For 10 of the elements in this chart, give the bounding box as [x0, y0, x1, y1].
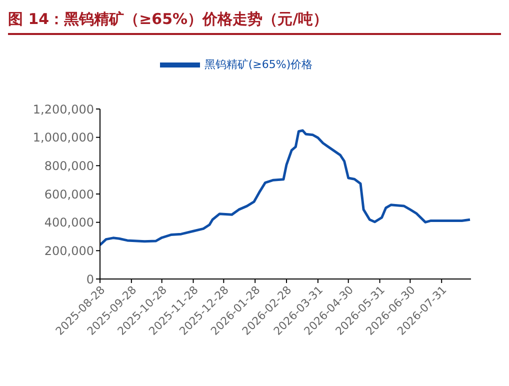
y-tick-label: 400,000: [44, 216, 94, 230]
y-tick-label: 1,000,000: [32, 130, 94, 145]
legend-label: 黑钨精矿(≥65%)价格: [204, 58, 313, 72]
y-tick-label: 800,000: [44, 158, 94, 173]
y-tick-label: 200,000: [44, 244, 94, 258]
y-tick-label: 1,200,000: [32, 102, 94, 116]
y-tick-label: 600,000: [44, 187, 94, 202]
chart-title: 图 14：黑钨精矿（≥65%）价格走势（元/吨）: [8, 8, 501, 35]
y-tick-label: 0: [86, 272, 94, 286]
line-series: [100, 129, 471, 246]
